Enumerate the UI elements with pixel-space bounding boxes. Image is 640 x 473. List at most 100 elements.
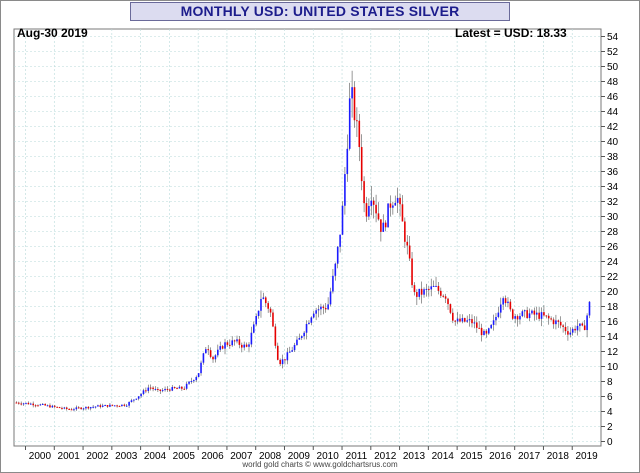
candle-up <box>418 288 421 297</box>
candle-up <box>104 405 106 407</box>
x-tick-label: 2006 <box>201 451 224 462</box>
candle-up <box>348 98 351 149</box>
candle-down <box>267 303 269 309</box>
y-tick-label: 24 <box>607 257 619 268</box>
candle-up <box>193 380 195 382</box>
y-tick-label: 6 <box>607 392 613 403</box>
candle-down <box>99 405 102 407</box>
candle-up <box>327 304 329 310</box>
candle-up <box>190 381 193 383</box>
candle-down <box>358 120 361 148</box>
x-tick-label: 2001 <box>58 451 81 462</box>
candle-down <box>480 327 483 336</box>
candle-down <box>399 197 401 205</box>
candle-up <box>303 332 305 337</box>
candle-up <box>255 315 257 325</box>
candle-up <box>320 306 322 310</box>
candle-up <box>499 304 502 313</box>
candle-up <box>101 405 104 407</box>
candle-up <box>492 320 495 325</box>
candle-down <box>356 120 358 122</box>
candle-down <box>545 315 548 317</box>
y-tick-label: 20 <box>607 287 619 298</box>
x-tick-label: 2018 <box>547 451 570 462</box>
candle-down <box>245 344 248 347</box>
candle-up <box>94 406 97 408</box>
candle-up <box>113 405 116 407</box>
candle-up <box>519 316 521 320</box>
candle-down <box>37 405 39 407</box>
chart-footer: world gold charts © www.goldchartsrus.co… <box>242 460 398 469</box>
candle-up <box>396 197 399 203</box>
candle-up <box>25 402 27 404</box>
candle-down <box>20 403 22 405</box>
candle-up <box>195 377 198 381</box>
candle-down <box>324 307 327 310</box>
candle-up <box>308 322 310 324</box>
plot-area <box>13 28 602 447</box>
candle-down <box>44 403 46 406</box>
candle-up <box>531 310 533 314</box>
candle-up <box>346 148 349 175</box>
candle-up <box>495 316 497 321</box>
candle-down <box>478 327 480 329</box>
candle-up <box>487 328 490 334</box>
y-tick-label: 28 <box>607 227 619 238</box>
candle-down <box>233 340 236 342</box>
y-tick-label: 46 <box>607 92 619 103</box>
candle-down <box>401 204 404 222</box>
candle-up <box>466 320 468 322</box>
candle-down <box>322 306 325 308</box>
candle-down <box>56 406 58 408</box>
candle-up <box>140 394 142 397</box>
candle-up <box>514 316 516 319</box>
y-tick-label: 16 <box>607 317 619 328</box>
candle-down <box>183 388 186 390</box>
candle-up <box>473 322 476 324</box>
y-tick-label: 32 <box>607 197 619 208</box>
candle-up <box>63 407 66 409</box>
candle-up <box>305 323 308 333</box>
candle-down <box>559 321 562 326</box>
candle-up <box>521 311 524 317</box>
x-tick-label: 2007 <box>230 451 253 462</box>
candle-down <box>574 328 576 331</box>
candle-up <box>392 205 394 208</box>
candle-down <box>176 388 178 390</box>
candle-down <box>15 402 18 404</box>
x-tick-label: 2005 <box>173 451 196 462</box>
candle-down <box>32 403 34 406</box>
candle-down <box>442 295 445 297</box>
candle-down <box>440 290 442 296</box>
candle-down <box>384 222 387 228</box>
candle-up <box>164 388 166 391</box>
candle-down <box>459 318 461 322</box>
candle-up <box>555 320 557 325</box>
candle-down <box>538 312 540 319</box>
candle-up <box>125 405 128 407</box>
candle-up <box>312 313 315 318</box>
candle-down <box>377 213 380 220</box>
x-tick-label: 2016 <box>489 451 512 462</box>
candle-down <box>550 318 552 320</box>
y-tick-label: 8 <box>607 377 613 388</box>
candle-down <box>27 402 30 405</box>
x-tick-label: 2003 <box>115 451 138 462</box>
candle-up <box>588 301 591 316</box>
candle-up <box>200 362 202 374</box>
candle-up <box>423 289 425 295</box>
candle-up <box>576 325 579 331</box>
x-tick-label: 2008 <box>259 451 282 462</box>
candle-down <box>353 87 356 121</box>
candle-up <box>109 404 111 407</box>
candle-up <box>75 407 78 410</box>
candle-up <box>197 373 200 378</box>
candle-up <box>461 318 464 322</box>
y-tick-label: 34 <box>607 182 619 193</box>
candle-down <box>212 356 214 360</box>
candle-down <box>485 330 488 334</box>
candle-down <box>207 349 210 351</box>
candle-up <box>39 404 42 406</box>
candle-up <box>236 339 238 342</box>
candle-down <box>80 407 82 410</box>
